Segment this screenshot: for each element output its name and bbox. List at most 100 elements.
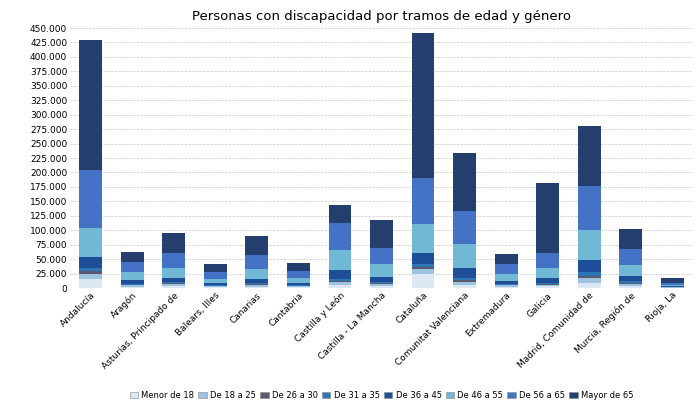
Bar [204,283,227,285]
Bar [204,285,227,286]
Bar [412,269,435,274]
Bar [370,277,393,282]
Bar [162,282,186,283]
Bar [536,278,559,282]
Bar [370,220,393,248]
Title: Personas con discapacidad por tramos de edad y género: Personas con discapacidad por tramos de … [192,10,571,23]
Bar [453,278,476,280]
Bar [121,286,144,288]
Bar [287,283,310,285]
Bar [121,252,144,262]
Bar [412,274,435,288]
Bar [204,272,227,279]
Bar [246,236,268,255]
Bar [287,287,310,288]
Bar [495,287,517,288]
Bar [453,282,476,285]
Bar [578,278,601,283]
Bar [204,264,227,272]
Bar [495,284,517,285]
Bar [578,283,601,288]
Bar [661,282,684,285]
Bar [246,285,268,286]
Bar [453,268,476,278]
Bar [370,284,393,286]
Bar [412,33,435,178]
Bar [79,170,102,228]
Bar [536,253,559,268]
Bar [121,280,144,284]
Bar [79,271,102,274]
Bar [162,278,186,282]
Bar [287,272,310,278]
Bar [661,285,684,286]
Bar [79,268,102,271]
Bar [412,253,435,264]
Bar [121,262,144,272]
Bar [620,265,642,276]
Bar [204,287,227,288]
Bar [578,230,601,260]
Bar [495,254,517,264]
Bar [328,282,351,285]
Bar [495,274,517,281]
Bar [246,286,268,288]
Bar [578,260,601,272]
Bar [370,248,393,264]
Bar [536,284,559,286]
Bar [620,286,642,288]
Bar [370,283,393,284]
Bar [121,284,144,285]
Bar [536,182,559,253]
Bar [620,282,642,283]
Bar [620,276,642,282]
Bar [328,205,351,223]
Bar [578,276,601,278]
Bar [328,250,351,270]
Bar [79,228,102,257]
Bar [578,272,601,276]
Bar [162,283,186,284]
Bar [453,280,476,282]
Bar [162,268,186,278]
Bar [287,278,310,283]
Bar [287,285,310,286]
Bar [162,286,186,288]
Bar [620,284,642,286]
Bar [412,178,435,224]
Bar [536,286,559,288]
Bar [453,285,476,288]
Bar [495,285,517,286]
Bar [328,270,351,279]
Bar [162,253,186,268]
Bar [328,281,351,282]
Bar [204,286,227,287]
Bar [121,272,144,280]
Bar [620,249,642,265]
Bar [246,279,268,283]
Bar [246,284,268,285]
Bar [287,286,310,287]
Bar [536,282,559,284]
Bar [495,286,517,287]
Bar [578,186,601,230]
Bar [370,286,393,288]
Bar [328,279,351,281]
Bar [370,282,393,283]
Bar [121,285,144,286]
Legend: Menor de 18, De 18 a 25, De 26 a 30, De 31 a 35, De 36 a 45, De 46 a 55, De 56 a: Menor de 18, De 18 a 25, De 26 a 30, De … [130,391,634,400]
Bar [661,278,684,282]
Bar [79,279,102,288]
Bar [412,267,435,269]
Bar [287,263,310,272]
Bar [453,244,476,268]
Bar [79,257,102,268]
Bar [495,264,517,274]
Bar [412,224,435,253]
Bar [453,211,476,244]
Bar [328,285,351,288]
Bar [246,269,268,279]
Bar [578,126,601,186]
Bar [162,284,186,286]
Bar [246,283,268,284]
